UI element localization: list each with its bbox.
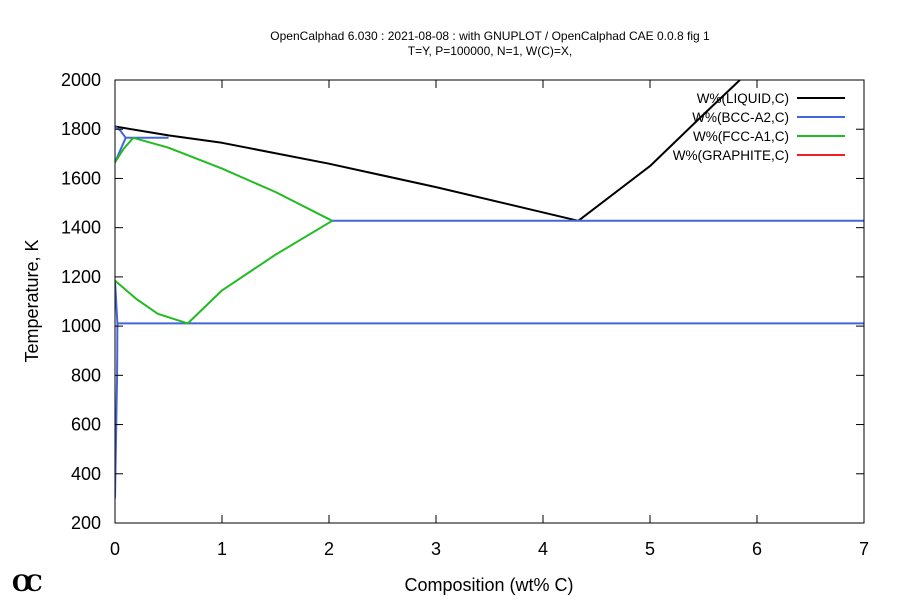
- legend-label: W%(BCC-A2,C): [692, 110, 789, 125]
- chart-title: OpenCalphad 6.030 : 2021-08-08 : with GN…: [270, 29, 710, 43]
- axis-ticks: 0 1 2 3 4 5 6 7 200 400 600 800 1000 1200 1400 1600 1800…: [61, 70, 869, 559]
- series-line-w-fcc-a1-c-2: [187, 219, 333, 325]
- legend: W%(LIQUID,C) W%(BCC-A2,C) W%(FCC-A1,C) W%(G…: [673, 91, 845, 163]
- legend-label: W%(GRAPHITE,C): [673, 148, 789, 163]
- series-line-w-fcc-a1-c-1: [132, 136, 333, 222]
- y-tick-label: 1600: [61, 168, 101, 188]
- x-tick-label: 7: [859, 539, 869, 559]
- series-line-w-bcc-a2-c-0: [115, 125, 127, 163]
- y-tick-label: 800: [71, 365, 101, 385]
- series-line-w-bcc-a2-c-2: [115, 280, 119, 499]
- plot-area: [115, 80, 864, 499]
- series-line-w-fcc-a1-c-3: [115, 279, 189, 325]
- x-tick-label: 4: [538, 539, 548, 559]
- x-axis-label: Composition (wt% C): [404, 575, 573, 595]
- x-tick-label: 5: [645, 539, 655, 559]
- y-tick-label: 1200: [61, 267, 101, 287]
- y-tick-label: 400: [71, 464, 101, 484]
- series-line-w-liquid-c-0: [115, 125, 579, 222]
- x-tick-label: 1: [217, 539, 227, 559]
- legend-label: W%(LIQUID,C): [697, 91, 789, 106]
- y-tick-label: 2000: [61, 70, 101, 90]
- y-tick-label: 600: [71, 415, 101, 435]
- legend-label: W%(FCC-A1,C): [693, 129, 789, 144]
- y-tick-label: 1800: [61, 119, 101, 139]
- plot-frame: [114, 79, 865, 524]
- x-tick-label: 6: [752, 539, 762, 559]
- y-axis-label: Temperature, K: [22, 239, 42, 362]
- opencalphad-logo: OC: [12, 571, 42, 597]
- series-line-w-fcc-a1-c-0: [115, 137, 134, 163]
- x-tick-label: 2: [324, 539, 334, 559]
- y-tick-label: 1400: [61, 218, 101, 238]
- x-tick-label: 3: [431, 539, 441, 559]
- y-tick-label: 200: [71, 513, 101, 533]
- y-tick-label: 1000: [61, 316, 101, 336]
- chart-subtitle: T=Y, P=100000, N=1, W(C)=X,: [408, 44, 573, 58]
- x-tick-label: 0: [110, 539, 120, 559]
- series-line-w-liquid-c-1: [577, 80, 741, 222]
